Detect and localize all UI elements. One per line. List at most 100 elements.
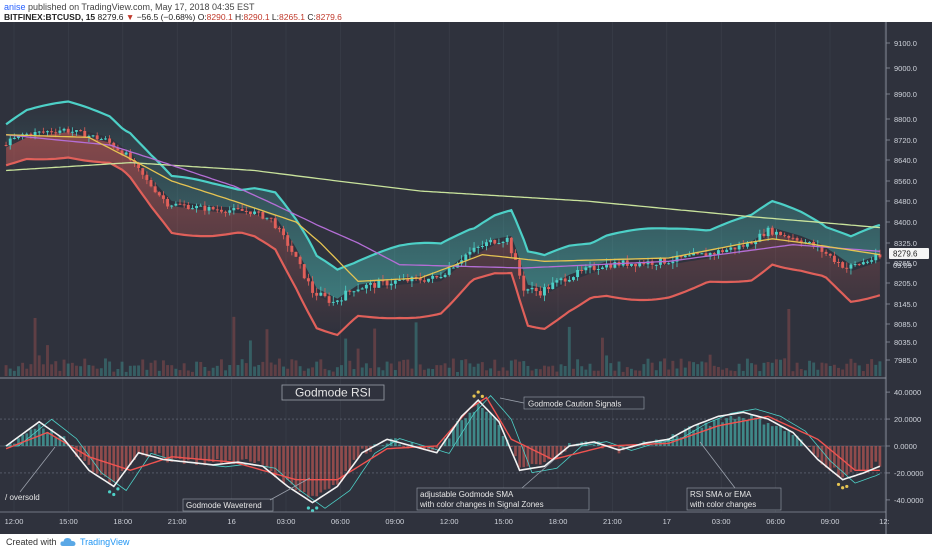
caution-signal-dot [108, 490, 112, 494]
candle-body [671, 261, 675, 264]
rsi-pane[interactable] [0, 390, 886, 513]
rsi-histogram-bar [845, 446, 849, 475]
price-axis-label: 8400.0 [894, 218, 917, 227]
candle-body [572, 277, 575, 280]
tradingview-brand[interactable]: TradingView [80, 537, 130, 547]
volume-bar [563, 365, 567, 376]
volume-bar [514, 359, 517, 376]
candle [108, 135, 112, 146]
time-axis[interactable]: 12:00 15:00 18:00 21:00 16 03:00 06:00 09:00 12:… [0, 511, 890, 526]
candle-body [451, 267, 455, 269]
candle [480, 240, 484, 249]
rsi-histogram-bar [700, 427, 704, 446]
volume-bar [219, 359, 223, 376]
volume-bar [667, 369, 671, 376]
volume-bar [837, 367, 840, 376]
candle [141, 167, 145, 179]
volume-bar [166, 365, 170, 376]
candle [178, 199, 182, 205]
candle-body [344, 290, 348, 301]
rsi-histogram-bar [501, 435, 505, 446]
volume-bar [257, 364, 261, 376]
time-axis-label: 09:00 [821, 517, 840, 526]
low-value: 8265.1 [279, 12, 306, 22]
rsi-histogram-bar [203, 446, 207, 466]
volume-bar [236, 365, 240, 376]
volume-bar [675, 368, 679, 376]
candle [729, 243, 733, 253]
candle-body [514, 253, 517, 260]
rsi-histogram-bar [464, 418, 468, 446]
volume-bar [725, 368, 729, 376]
candle-body [157, 192, 161, 196]
volume-bar [774, 359, 778, 376]
candle [725, 247, 729, 253]
rsi-histogram-bar [120, 446, 124, 472]
candle-body [600, 267, 604, 270]
candle [207, 205, 211, 215]
candle-body [224, 211, 228, 213]
candle-body [244, 210, 248, 212]
candle-body [563, 278, 567, 282]
volume-bar [215, 365, 219, 376]
sma-label-line1: adjustable Godmode SMA [420, 490, 514, 499]
volume-bar [621, 371, 625, 376]
candle-body [153, 186, 157, 193]
candle-body [207, 207, 211, 211]
rsi-histogram-bar [456, 420, 459, 446]
volume-bar [605, 355, 609, 376]
candle [853, 261, 857, 267]
candle-body [866, 261, 869, 263]
candle-body [286, 235, 290, 246]
candle-body [352, 291, 356, 293]
rsi-histogram-bar [402, 446, 405, 448]
volume-bar [302, 370, 306, 376]
candle-body [638, 262, 642, 267]
candle-body [186, 204, 190, 209]
rsi-histogram-bar [758, 416, 762, 446]
candle-body [613, 262, 617, 268]
author-link[interactable]: anise [4, 2, 26, 12]
volume-bar [352, 369, 356, 376]
rsi-histogram-bar [650, 445, 654, 446]
volume-bar [853, 362, 857, 376]
rsi-histogram-bar [551, 446, 555, 460]
rsi-histogram-bar [534, 446, 538, 465]
candle-body [493, 239, 497, 244]
candle-body [265, 217, 269, 219]
candle [348, 289, 352, 296]
rsi-histogram-bar [344, 446, 347, 472]
volume-bar [625, 367, 629, 376]
candle-body [257, 211, 261, 213]
volume-bar [199, 361, 203, 376]
candle-body [861, 262, 865, 265]
chart-canvas[interactable]: 9100.0 9000.0 8900.0 8800.0 8720.0 8640.0 8560… [0, 22, 932, 534]
candle-body [141, 168, 145, 175]
rsi-histogram-bar [476, 403, 480, 446]
candle-body [124, 152, 128, 155]
candle [741, 240, 745, 249]
volume-bar [190, 371, 194, 376]
rsi-histogram-bar [567, 443, 571, 446]
rsi-histogram-bar [874, 446, 878, 462]
rsi-histogram-bar [269, 446, 273, 472]
candle [323, 288, 327, 298]
time-axis-label: 17 [663, 517, 671, 526]
candle-body [547, 287, 551, 290]
volume-bar [555, 371, 559, 376]
price-axis[interactable]: 9100.0 9000.0 8900.0 8800.0 8720.0 8640.0 8560… [886, 39, 917, 365]
candle-body [634, 263, 638, 267]
symbol-label[interactable]: BITFINEX:BTCUSD, 15 [4, 12, 96, 22]
candle [166, 197, 170, 210]
candle-body [472, 247, 476, 252]
price-axis-label: 7985.0 [894, 356, 917, 365]
volume-bar [679, 358, 683, 376]
candle [91, 134, 95, 138]
volume-bar [592, 370, 596, 376]
candle-body [190, 208, 194, 210]
rsi-histogram-bar [360, 446, 364, 449]
candle-body [737, 245, 741, 250]
rsi-axis[interactable]: 40.0000 20.0000 0.0000 -20.0000 -40.0000 [886, 388, 924, 505]
candle-body [750, 243, 753, 245]
candle [791, 234, 795, 241]
